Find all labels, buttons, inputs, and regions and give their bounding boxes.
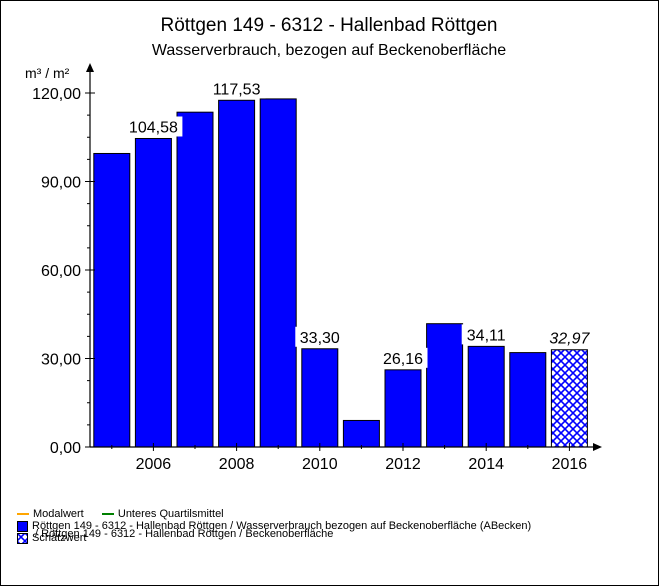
legend-series-label: Röttgen 149 - 6312 - Hallenbad Röttgen /… bbox=[32, 520, 532, 532]
x-tick-label: 2014 bbox=[468, 456, 504, 473]
x-axis-arrow-icon bbox=[593, 443, 602, 451]
data-label: 104,58 bbox=[129, 119, 178, 136]
bar bbox=[301, 348, 339, 448]
legend-row-series: Röttgen 149 - 6312 - Hallenbad Röttgen /… bbox=[17, 520, 531, 532]
legend-estimate-swatch bbox=[17, 532, 28, 544]
legend-estimate-label: Schätzwert bbox=[32, 532, 87, 544]
chart-subtitle: Wasserverbrauch, bezogen auf Beckenoberf… bbox=[152, 42, 506, 59]
legend-row-estimate: Schätzwert / Röttgen 149 - 6312 - Hallen… bbox=[17, 528, 531, 544]
data-label-bg bbox=[295, 326, 345, 347]
bar bbox=[426, 323, 464, 448]
data-label: 117,53 bbox=[213, 81, 261, 98]
legend: Modalwert Unteres Quartilsmittel Röttgen… bbox=[17, 508, 531, 544]
y-tick-label: 60,00 bbox=[41, 263, 81, 280]
legend-row-lines: Modalwert Unteres Quartilsmittel bbox=[17, 508, 531, 520]
y-tick-label: 120,00 bbox=[32, 86, 81, 103]
data-label-bg bbox=[461, 324, 511, 345]
legend-area-label: / Röttgen 149 - 6312 - Hallenbad Röttgen… bbox=[35, 528, 334, 540]
data-label-bg bbox=[124, 116, 183, 137]
data-label: 33,30 bbox=[300, 330, 340, 347]
legend-quartil-swatch bbox=[101, 513, 114, 516]
chart-title: Röttgen 149 - 6312 - Hallenbad Röttgen bbox=[161, 15, 498, 36]
x-tick-label: 2016 bbox=[552, 456, 588, 473]
legend-quartil-label: Unteres Quartilsmittel bbox=[117, 508, 224, 520]
y-axis-label: m³ / m² bbox=[25, 65, 70, 81]
bar bbox=[259, 98, 297, 448]
x-tick-label: 2010 bbox=[302, 456, 338, 473]
data-label: 26,16 bbox=[383, 351, 423, 368]
bar bbox=[467, 345, 505, 448]
estimate-bar bbox=[550, 349, 588, 448]
bar bbox=[176, 111, 214, 448]
x-tick-label: 2006 bbox=[136, 456, 172, 473]
bar bbox=[384, 369, 422, 448]
bar bbox=[218, 99, 256, 448]
x-tick-label: 2012 bbox=[385, 456, 421, 473]
legend-series-swatch bbox=[17, 520, 28, 532]
bar bbox=[342, 419, 380, 448]
y-axis-arrow-icon bbox=[86, 63, 94, 72]
data-label-bg bbox=[207, 78, 266, 99]
data-label: 32,97 bbox=[549, 331, 590, 348]
y-tick-label: 30,00 bbox=[41, 352, 81, 369]
data-label-bg bbox=[378, 347, 428, 368]
bar bbox=[509, 352, 547, 448]
legend-modalwert-swatch bbox=[17, 513, 29, 516]
y-tick-label: 90,00 bbox=[41, 175, 81, 192]
y-tick-label: 0,00 bbox=[50, 440, 81, 457]
x-tick-label: 2008 bbox=[219, 456, 255, 473]
chart: Röttgen 149 - 6312 - Hallenbad Röttgen W… bbox=[25, 15, 602, 473]
data-label: 34,11 bbox=[467, 327, 506, 344]
bar bbox=[93, 152, 131, 448]
legend-modalwert-label: Modalwert bbox=[33, 508, 84, 520]
bar bbox=[134, 137, 172, 448]
data-label-bg bbox=[544, 327, 594, 348]
